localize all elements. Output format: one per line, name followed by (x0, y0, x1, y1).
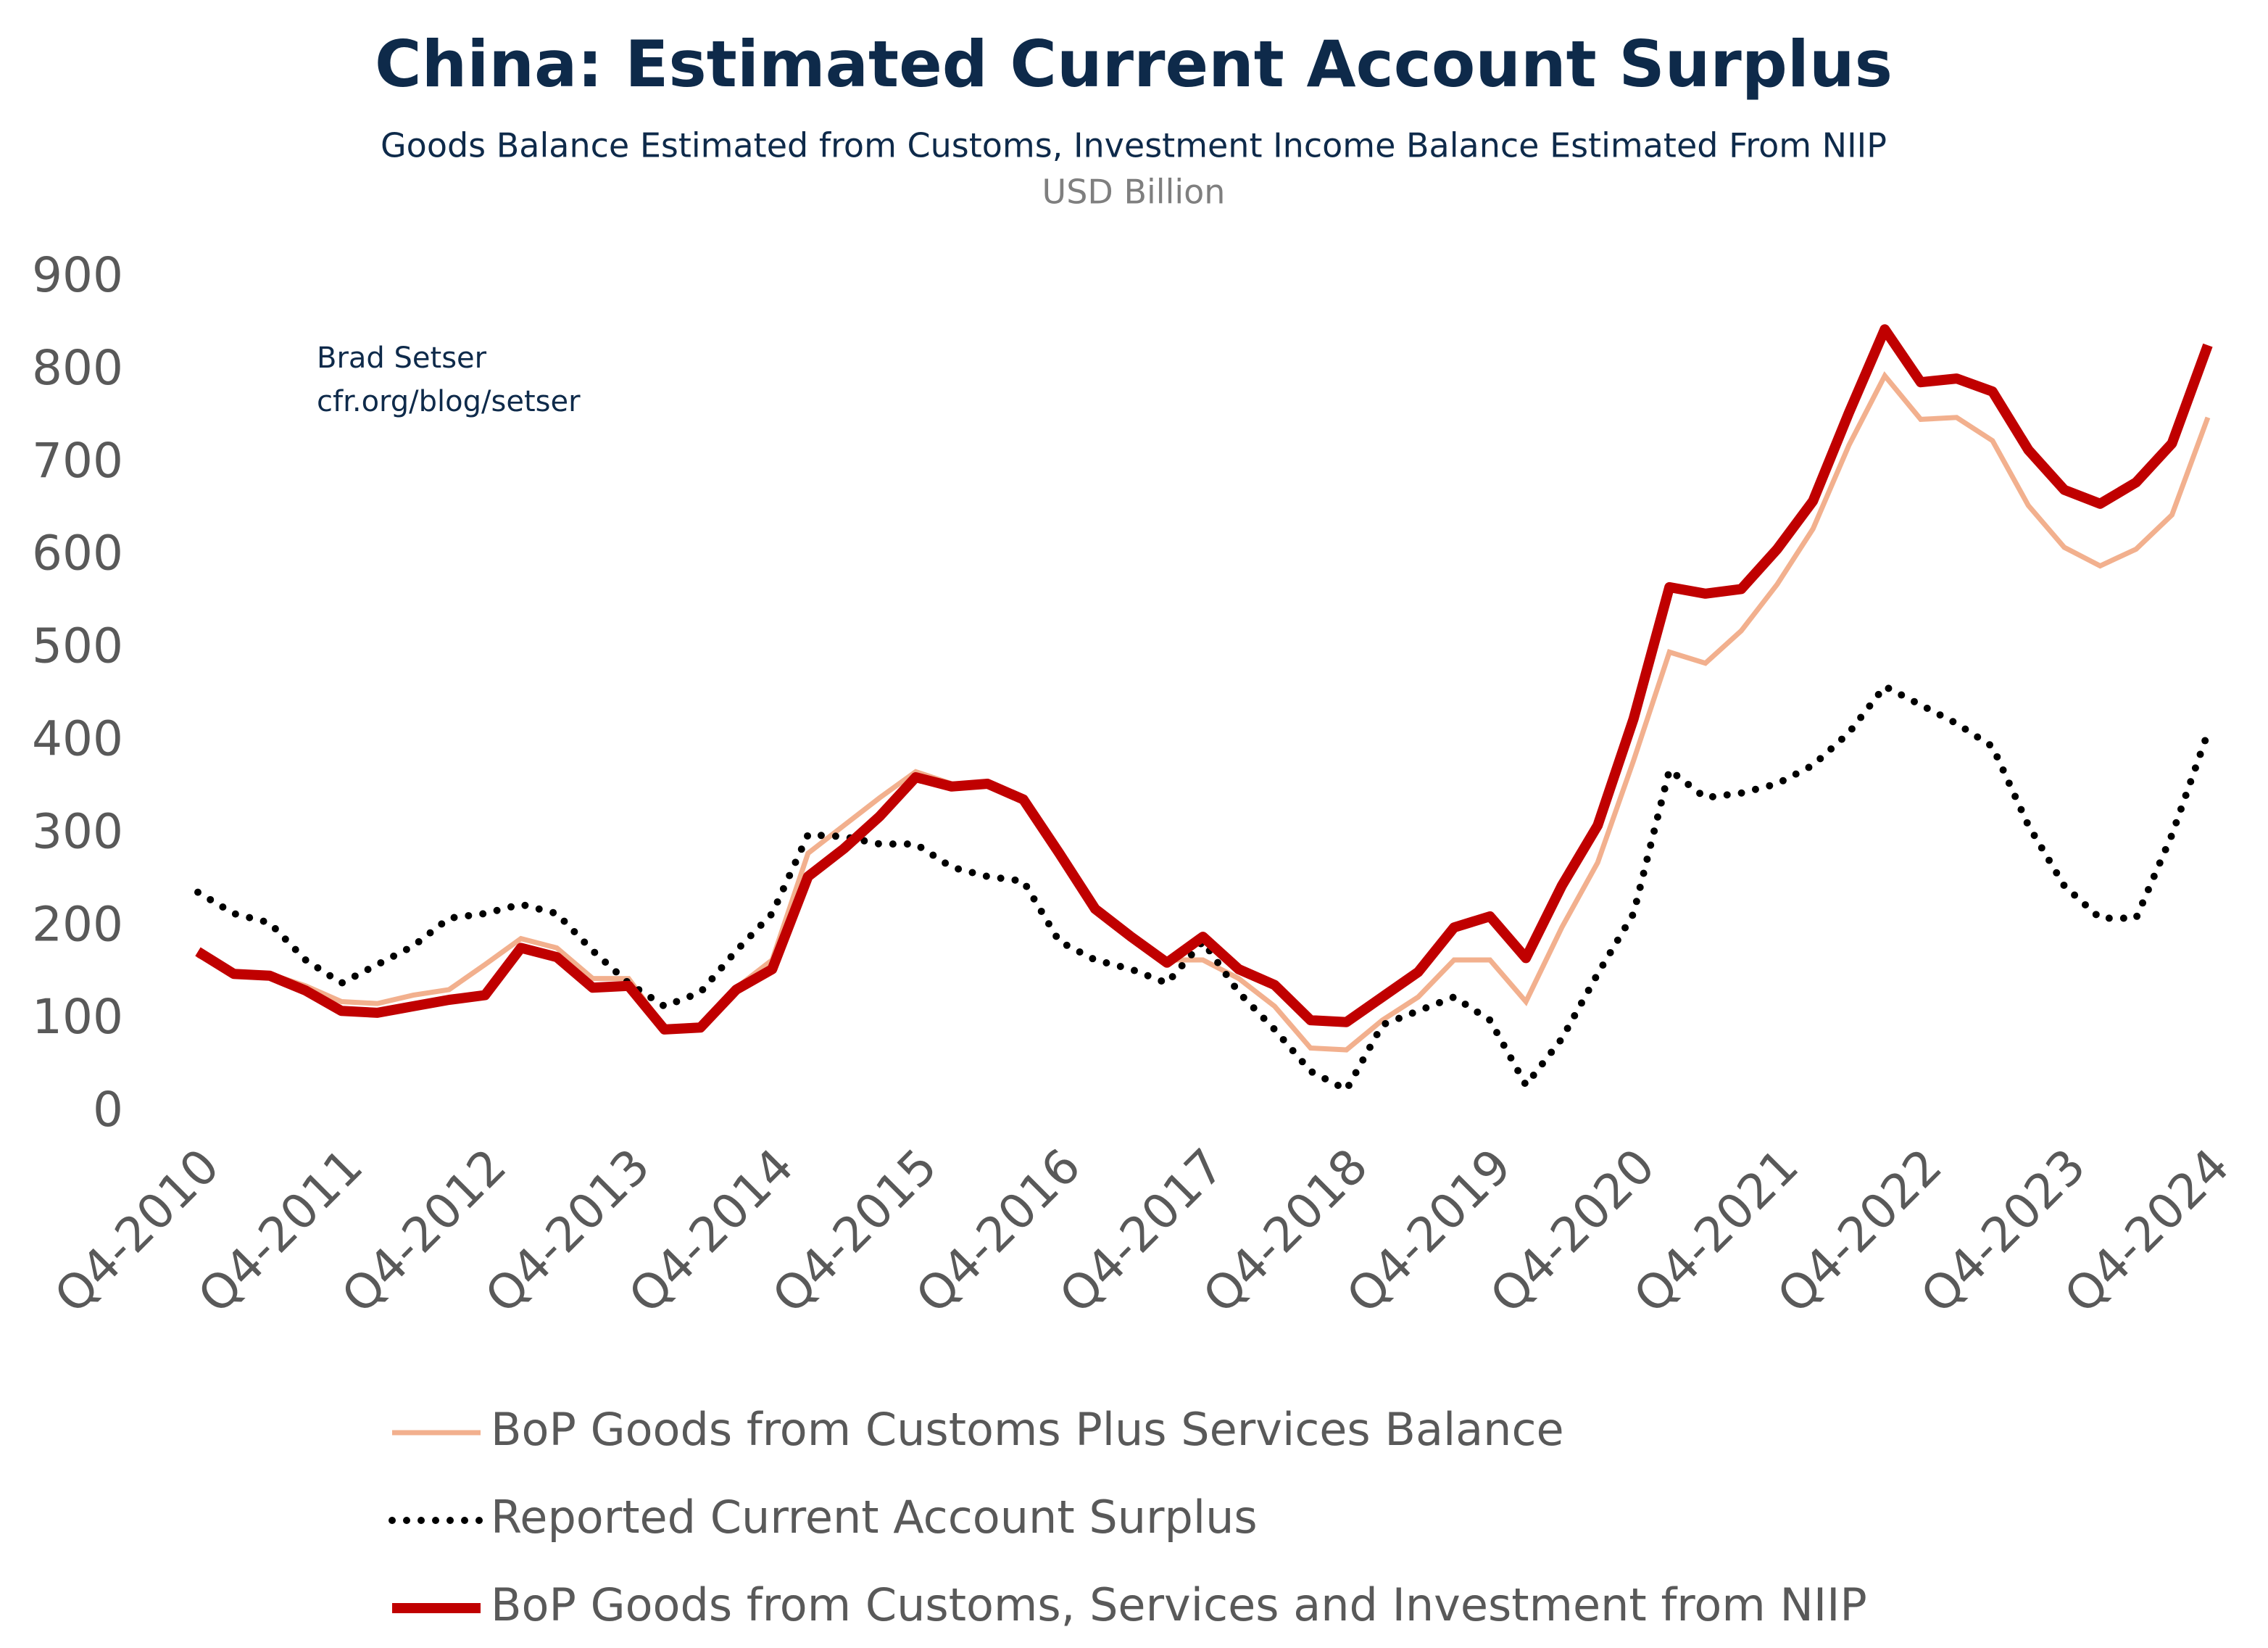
y-tick-label: 700 (32, 433, 123, 489)
y-tick-label: 100 (32, 989, 123, 1045)
y-tick-label: 0 (93, 1082, 123, 1138)
chart-subtitle: Goods Balance Estimated from Customs, In… (381, 126, 1887, 165)
annotation: Brad Setser (317, 341, 487, 375)
y-tick-label: 300 (32, 803, 123, 859)
series-line (194, 682, 2211, 1095)
y-tick-label: 900 (32, 247, 123, 303)
y-tick-label: 600 (32, 526, 123, 581)
unit-label: USD Billion (1042, 173, 1226, 212)
y-tick-label: 400 (32, 711, 123, 767)
legend-label: BoP Goods from Customs, Services and Inv… (491, 1578, 1867, 1631)
y-tick-label: 500 (32, 618, 123, 674)
series-line (195, 324, 2213, 1035)
y-tick-label: 800 (32, 340, 123, 396)
annotation: cfr.org/blog/setser (317, 385, 581, 418)
legend-label: Reported Current Account Surplus (491, 1491, 1258, 1544)
legend-label: BoP Goods from Customs Plus Services Bal… (491, 1403, 1564, 1456)
chart-title: China: Estimated Current Account Surplus (375, 27, 1893, 102)
series-line (196, 370, 2211, 1053)
y-tick-label: 200 (32, 896, 123, 952)
